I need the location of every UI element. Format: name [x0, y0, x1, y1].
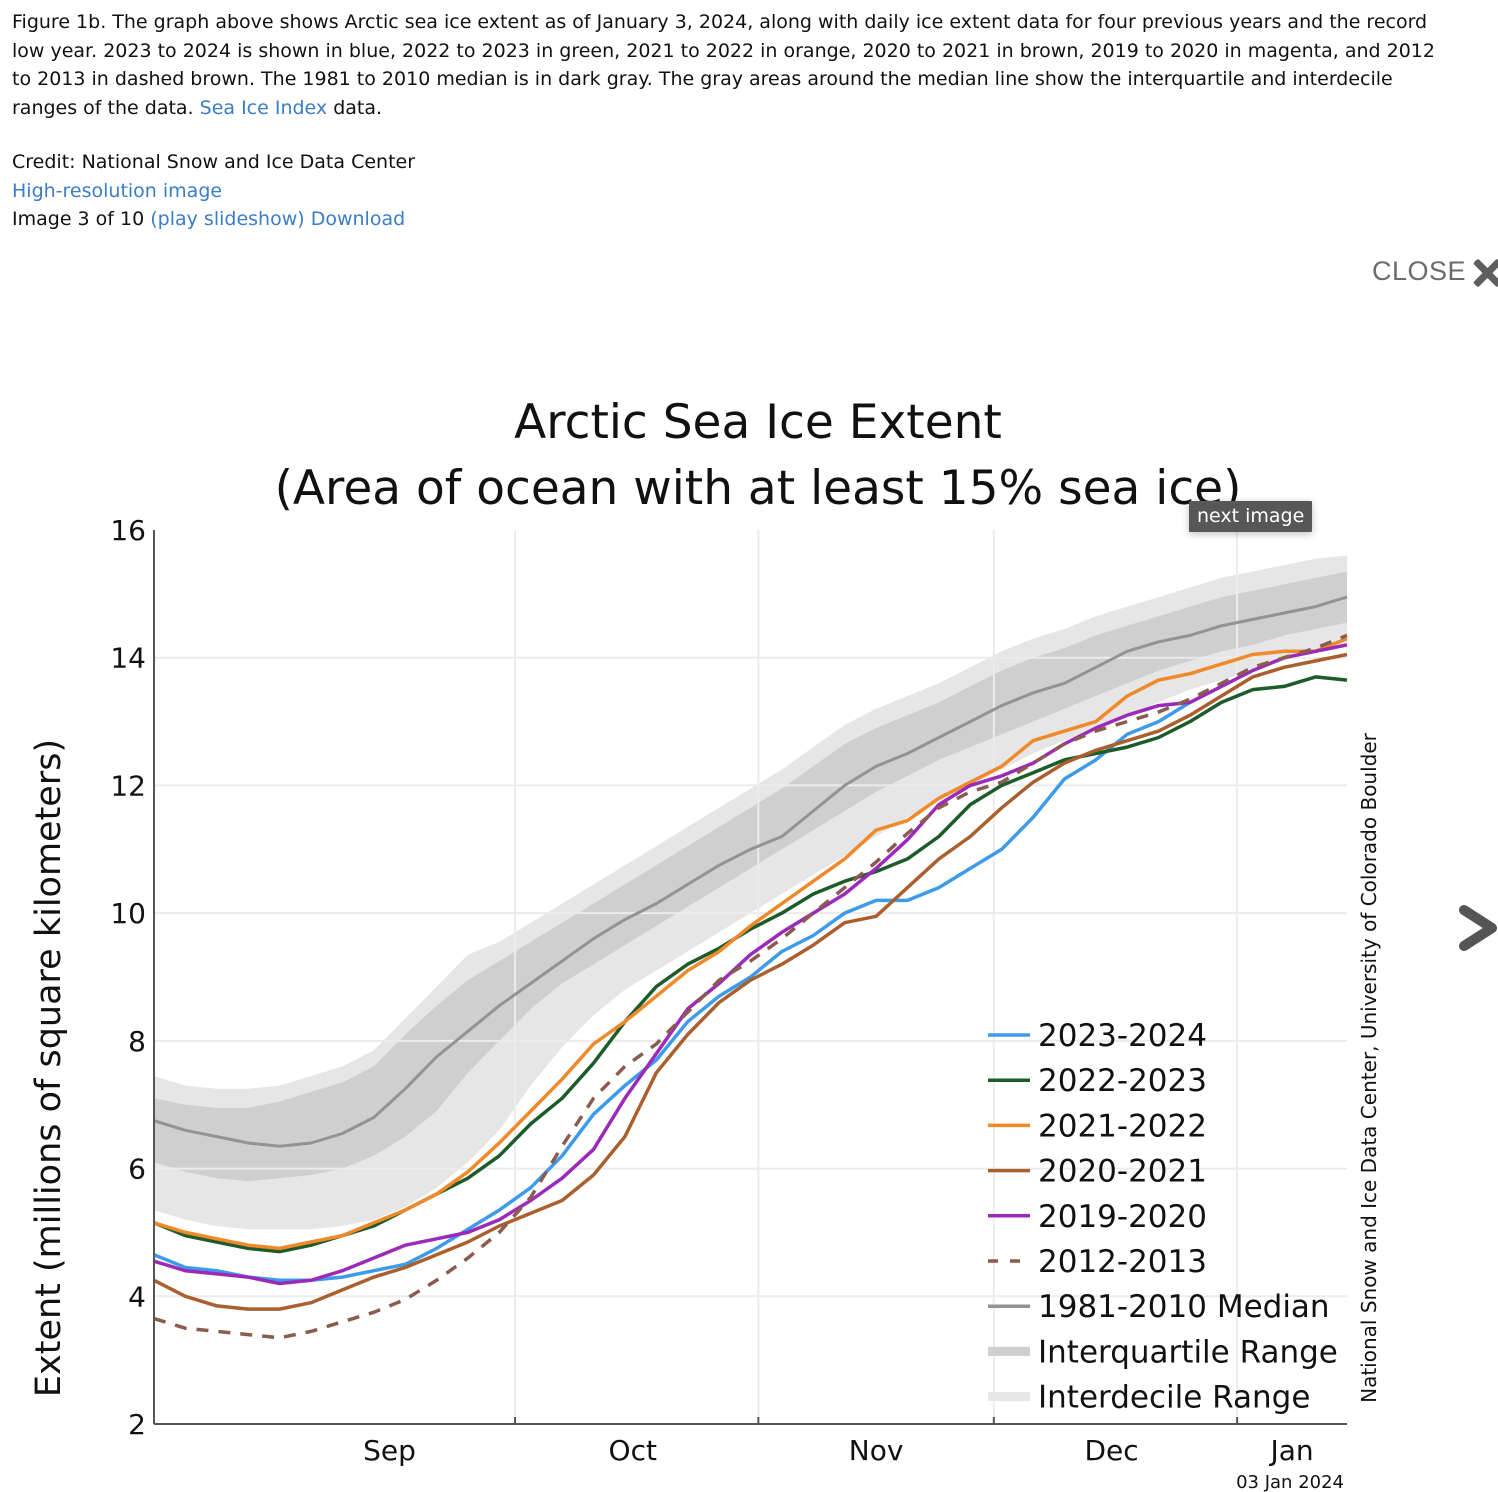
next-image-tooltip: next image: [1189, 501, 1313, 532]
download-link[interactable]: Download: [310, 208, 406, 230]
x-month-label: Dec: [1084, 1434, 1138, 1467]
y-tick-label: 2: [128, 1408, 146, 1441]
series-line-2019-2020: [153, 643, 1348, 1286]
y-tick-label: 14: [110, 642, 146, 675]
y-tick-label: 4: [128, 1280, 146, 1313]
x-month-label: Oct: [609, 1434, 657, 1467]
series-lines: [153, 595, 1348, 1340]
legend-label: 2023-2024: [1038, 1018, 1207, 1054]
sea-ice-chart: Arctic Sea Ice Extent (Area of ocean wit…: [29, 395, 1381, 1492]
legend: 2023-2024 2022-2023 2021-2022 2020-2021 2019…: [988, 1018, 1338, 1416]
chart-subtitle: (Area of ocean with at least 15% sea ice…: [275, 461, 1242, 516]
close-x-icon: [1472, 257, 1498, 287]
source-credit: National Snow and Ice Data Center, Unive…: [1357, 732, 1381, 1403]
legend-label: 1981-2010 Median: [1038, 1289, 1330, 1325]
close-label: CLOSE: [1372, 256, 1467, 286]
play-slideshow-link[interactable]: (play slideshow): [150, 208, 305, 230]
series-line-2012-2013: [153, 633, 1348, 1340]
series-line-2021-2022: [153, 636, 1348, 1251]
figure-caption: Figure 1b. The graph above shows Arctic …: [12, 8, 1452, 122]
caption-text-end: data.: [327, 96, 383, 119]
y-tick-label: 10: [110, 897, 146, 930]
series-line-2023-2024: [153, 700, 1191, 1283]
legend-label: 2019-2020: [1038, 1199, 1207, 1235]
x-month-label: Nov: [849, 1434, 904, 1467]
axes: 2 4 6 8 10 12 14 16 Sep Oct Nov Dec Jan: [110, 514, 1347, 1467]
credit-line: Credit: National Snow and Ice Data Cente…: [12, 151, 416, 173]
date-stamp: 03 Jan 2024: [1236, 1472, 1344, 1492]
image-counter: Image 3 of 10: [12, 208, 145, 230]
legend-label: 2021-2022: [1038, 1108, 1207, 1144]
high-resolution-link[interactable]: High-resolution image: [12, 179, 223, 202]
close-button[interactable]: CLOSE: [1372, 256, 1498, 287]
y-tick-label: 6: [128, 1153, 146, 1186]
series-line-1981-2010-median: [153, 595, 1348, 1148]
y-tick-label: 16: [110, 514, 146, 547]
legend-label: Interdecile Range: [1038, 1380, 1310, 1416]
x-month-label: Jan: [1268, 1434, 1313, 1467]
y-axis-label: Extent (millions of square kilometers): [29, 739, 69, 1397]
legend-label: 2022-2023: [1038, 1063, 1207, 1099]
credit-block: Credit: National Snow and Ice Data Cente…: [12, 148, 415, 234]
grid-lines: [154, 530, 1347, 1424]
caption-text: Figure 1b. The graph above shows Arctic …: [12, 11, 1435, 119]
x-month-label: Sep: [363, 1434, 416, 1467]
y-tick-label: 12: [110, 769, 146, 802]
chevron-right-icon: [1459, 905, 1497, 951]
legend-label: 2020-2021: [1038, 1154, 1207, 1190]
legend-label: 2012-2013: [1038, 1244, 1207, 1280]
caption-paragraph: Figure 1b. The graph above shows Arctic …: [12, 8, 1452, 122]
next-image-button[interactable]: [1456, 900, 1498, 956]
legend-label: Interquartile Range: [1038, 1334, 1338, 1370]
series-line-2020-2021: [153, 652, 1348, 1311]
interquartile-band: [154, 571, 1347, 1182]
range-bands: [154, 555, 1347, 1230]
sea-ice-index-link[interactable]: Sea Ice Index: [199, 96, 328, 119]
y-tick-label: 8: [128, 1025, 146, 1058]
chart-title: Arctic Sea Ice Extent: [514, 395, 1002, 450]
image-counter-row: Image 3 of 10 (play slideshow) Download: [12, 205, 415, 234]
